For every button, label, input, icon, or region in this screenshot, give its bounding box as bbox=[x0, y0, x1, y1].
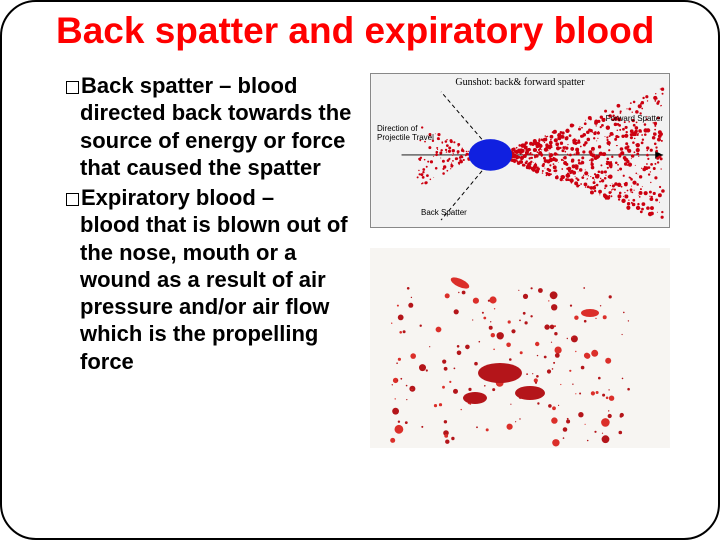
target-ellipse bbox=[469, 140, 512, 172]
text-column: Back spatter – blood directed back towar… bbox=[52, 73, 352, 448]
gunshot-spatter-diagram: Gunshot: back& forward spatter Forward S… bbox=[370, 73, 670, 228]
body-row: Back spatter – blood directed back towar… bbox=[52, 73, 688, 448]
bullet-item-2: Expiratory blood – blood that is blown o… bbox=[66, 185, 352, 375]
bullet-rest: blood that is blown out of the nose, mou… bbox=[80, 211, 352, 375]
blood-smear bbox=[581, 309, 599, 317]
slide-frame: Back spatter and expiratory blood Back s… bbox=[0, 0, 720, 540]
diagram-title: Gunshot: back& forward spatter bbox=[371, 77, 669, 88]
bullet-lead: Back spatter – blood bbox=[81, 73, 297, 98]
square-bullet-icon bbox=[66, 193, 79, 206]
expiratory-blood-photo bbox=[370, 248, 670, 448]
direction-label: Direction of Projectile Travel bbox=[377, 124, 434, 142]
blood-smear bbox=[515, 386, 545, 400]
square-bullet-icon bbox=[66, 81, 79, 94]
photo-bg bbox=[370, 248, 670, 448]
slide-title: Back spatter and expiratory blood bbox=[56, 10, 688, 51]
image-column: Gunshot: back& forward spatter Forward S… bbox=[370, 73, 675, 448]
bullet-rest: directed back towards the source of ener… bbox=[80, 99, 352, 181]
bullet-lead: Expiratory blood – bbox=[81, 185, 274, 210]
blood-smear bbox=[463, 392, 487, 404]
blood-smear bbox=[478, 363, 522, 383]
forward-spatter-label: Forward Spatter bbox=[606, 114, 663, 123]
expiratory-svg bbox=[370, 248, 670, 448]
back-spatter-label: Back Spatter bbox=[421, 208, 467, 217]
bullet-item-1: Back spatter – blood directed back towar… bbox=[66, 73, 352, 181]
gunshot-diagram-svg bbox=[371, 74, 669, 227]
